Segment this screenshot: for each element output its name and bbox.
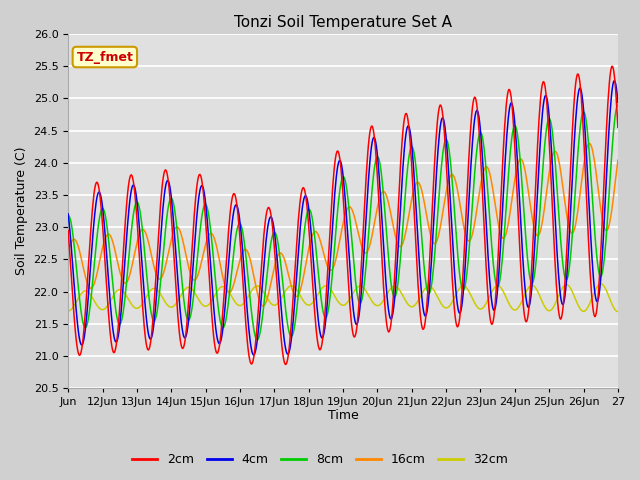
X-axis label: Time: Time	[328, 409, 358, 422]
Y-axis label: Soil Temperature (C): Soil Temperature (C)	[15, 147, 28, 276]
Legend: 2cm, 4cm, 8cm, 16cm, 32cm: 2cm, 4cm, 8cm, 16cm, 32cm	[127, 448, 513, 471]
Title: Tonzi Soil Temperature Set A: Tonzi Soil Temperature Set A	[234, 15, 452, 30]
Text: TZ_fmet: TZ_fmet	[76, 50, 133, 63]
